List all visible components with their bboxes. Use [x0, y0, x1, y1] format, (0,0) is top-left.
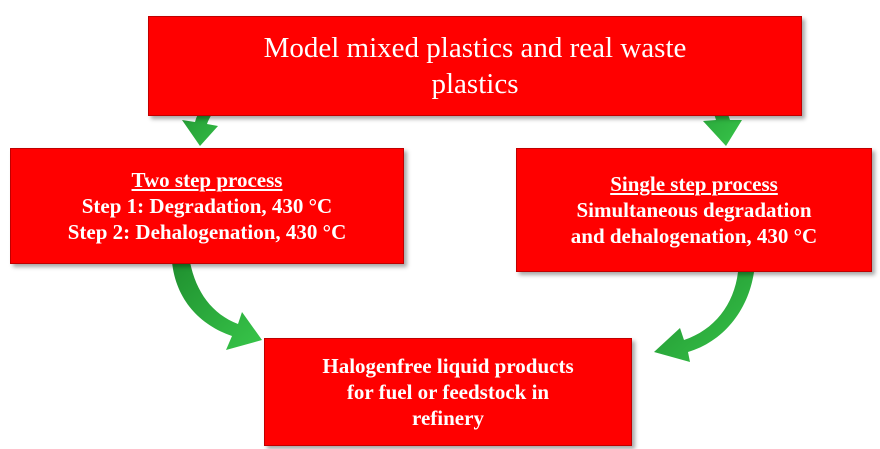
node-title: Single step process [610, 171, 778, 196]
node-text: for fuel or feedstock in [346, 379, 550, 404]
node-text: Model mixed plastics and real waste [263, 31, 687, 64]
node-title: Two step process [131, 167, 283, 192]
arrow [678, 84, 742, 146]
node-text: Halogenfree liquid products [322, 353, 574, 378]
node: Halogenfree liquid products for fuel or … [264, 338, 632, 446]
node: Single step process Simultaneous degrada… [516, 148, 872, 272]
node-text: Step 1: Degradation, 430 °C [81, 193, 333, 218]
node: Two step process Step 1: Degradation, 43… [10, 148, 404, 264]
arrow [172, 262, 262, 350]
node-text: Simultaneous degradation [576, 197, 812, 222]
node-text: Step 2: Dehalogenation, 430 °C [67, 220, 347, 245]
node: Model mixed plastics and real waste plas… [148, 16, 802, 116]
node-text: and dehalogenation, 430 °C [570, 224, 818, 249]
arrow [654, 272, 754, 362]
node-text: refinery [412, 406, 484, 431]
node-text: plastics [431, 68, 519, 100]
